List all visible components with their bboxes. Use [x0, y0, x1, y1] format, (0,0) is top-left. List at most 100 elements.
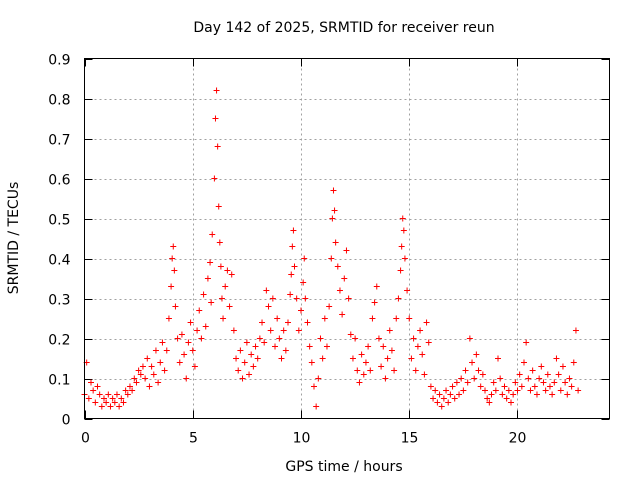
data-point	[248, 351, 255, 358]
data-point	[176, 359, 183, 366]
data-point	[293, 295, 300, 302]
data-point	[288, 271, 295, 278]
data-point	[194, 327, 201, 334]
data-point	[421, 371, 428, 378]
data-point	[304, 319, 311, 326]
data-point	[367, 367, 374, 374]
data-point	[297, 307, 304, 314]
data-point	[384, 355, 391, 362]
data-point	[427, 383, 434, 390]
data-point	[516, 371, 523, 378]
y-tick-label: 0.1	[48, 373, 70, 389]
data-point	[495, 355, 502, 362]
data-point	[445, 399, 452, 406]
data-point	[181, 351, 188, 358]
data-point	[347, 331, 354, 338]
data-point	[406, 315, 413, 322]
data-point	[250, 363, 257, 370]
data-point	[518, 383, 525, 390]
data-point	[113, 391, 120, 398]
data-point	[501, 383, 508, 390]
data-point	[507, 399, 514, 406]
data-point	[126, 383, 133, 390]
data-point	[259, 319, 266, 326]
data-point	[178, 331, 185, 338]
data-point	[208, 299, 215, 306]
y-tick-labels: 0 0.1 0.2 0.3 0.4 0.5 0.6 0.7 0.8 0.9	[48, 53, 70, 429]
data-point	[562, 379, 569, 386]
data-point	[505, 387, 512, 394]
data-point	[395, 295, 402, 302]
data-point	[398, 243, 405, 250]
data-point	[300, 279, 307, 286]
data-point	[453, 379, 460, 386]
data-point	[171, 267, 178, 274]
data-point	[471, 375, 478, 382]
data-point	[546, 383, 553, 390]
data-point	[326, 303, 333, 310]
data-point	[170, 243, 177, 250]
data-point	[349, 355, 356, 362]
data-point	[289, 243, 296, 250]
data-point	[332, 239, 339, 246]
data-point	[269, 295, 276, 302]
data-point	[218, 295, 225, 302]
data-point	[412, 367, 419, 374]
data-point	[213, 87, 220, 94]
data-point	[92, 399, 99, 406]
data-point	[183, 375, 190, 382]
data-point	[280, 327, 287, 334]
data-point	[100, 395, 107, 402]
data-point	[462, 367, 469, 374]
data-point	[447, 391, 454, 398]
data-point	[438, 403, 445, 410]
data-point	[410, 335, 417, 342]
data-point	[295, 327, 302, 334]
data-point	[214, 143, 221, 150]
data-point	[336, 287, 343, 294]
data-point	[527, 387, 534, 394]
data-point	[118, 395, 125, 402]
data-point	[107, 403, 114, 410]
data-point	[477, 383, 484, 390]
data-point	[85, 395, 92, 402]
data-point	[278, 355, 285, 362]
data-point	[393, 315, 400, 322]
data-point	[302, 295, 309, 302]
data-point	[382, 375, 389, 382]
data-point	[313, 403, 320, 410]
data-point	[290, 227, 297, 234]
data-point	[252, 343, 259, 350]
data-point	[131, 375, 138, 382]
y-tick-label: 0.7	[48, 133, 70, 149]
data-point	[484, 395, 491, 402]
data-point	[111, 399, 118, 406]
data-point	[189, 347, 196, 354]
data-point	[345, 295, 352, 302]
y-axis-label: SRMTID / TECUs	[6, 182, 22, 295]
data-point	[456, 391, 463, 398]
data-point	[157, 359, 164, 366]
data-point	[235, 367, 242, 374]
grid-lines	[84, 58, 610, 419]
data-point	[432, 387, 439, 394]
data-point	[301, 255, 308, 262]
data-point	[146, 383, 153, 390]
x-tick-label: 5	[189, 431, 198, 447]
data-point	[492, 387, 499, 394]
data-point	[96, 391, 103, 398]
data-point	[272, 343, 279, 350]
x-axis-label: GPS time / hours	[285, 459, 402, 475]
data-point	[464, 379, 471, 386]
data-point	[343, 247, 350, 254]
data-point	[339, 311, 346, 318]
data-point	[536, 375, 543, 382]
data-point	[503, 395, 510, 402]
data-point	[103, 399, 110, 406]
data-point	[510, 391, 517, 398]
data-point	[310, 383, 317, 390]
data-point	[98, 403, 105, 410]
data-point	[282, 347, 289, 354]
data-point	[274, 315, 281, 322]
data-point	[212, 115, 219, 122]
